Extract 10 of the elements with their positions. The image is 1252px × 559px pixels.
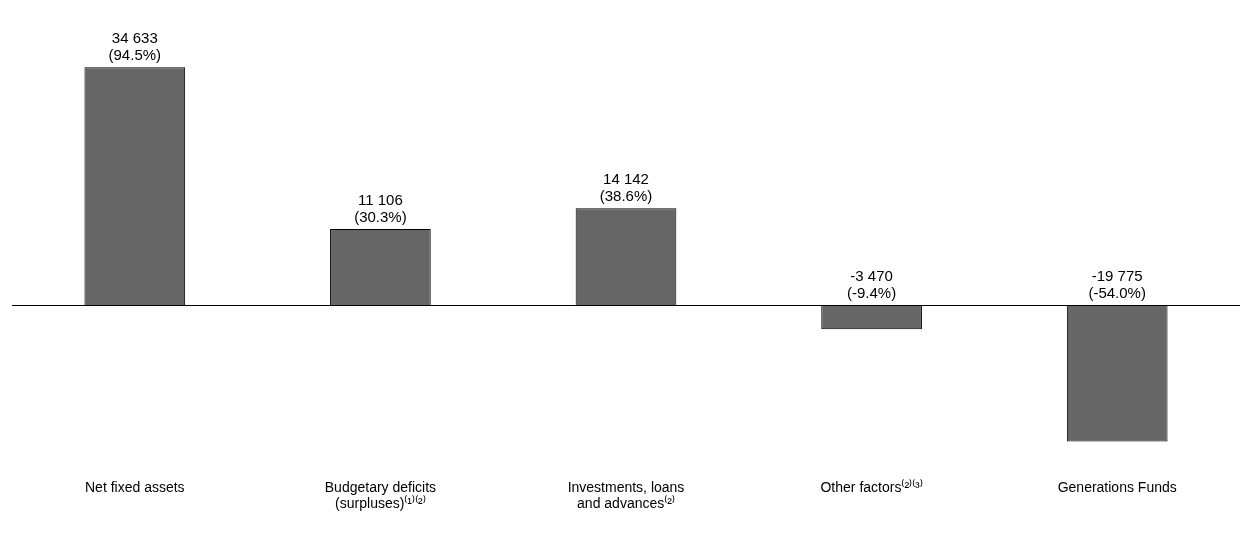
x-tick-label: Net fixed assets [85, 478, 185, 495]
data-label: 14 142 (38.6%) [599, 169, 653, 204]
data-label: 11 106 (30.3%) [354, 190, 407, 225]
data-label: -3 470 (-9.4%) [847, 267, 897, 302]
x-tick-label: Other factors⁽²⁾⁽³⁾ [820, 478, 923, 495]
x-tick-label: Generations Funds [1057, 478, 1177, 495]
x-tick-label: Investments, loans and advances⁽²⁾ [567, 478, 685, 512]
data-label: 34 633 (94.5%) [108, 28, 162, 63]
data-label: -19 775 (-54.0%) [1088, 267, 1146, 302]
x-tick-label: Budgetary deficits (surpluses)⁽¹⁾⁽²⁾ [324, 478, 437, 512]
